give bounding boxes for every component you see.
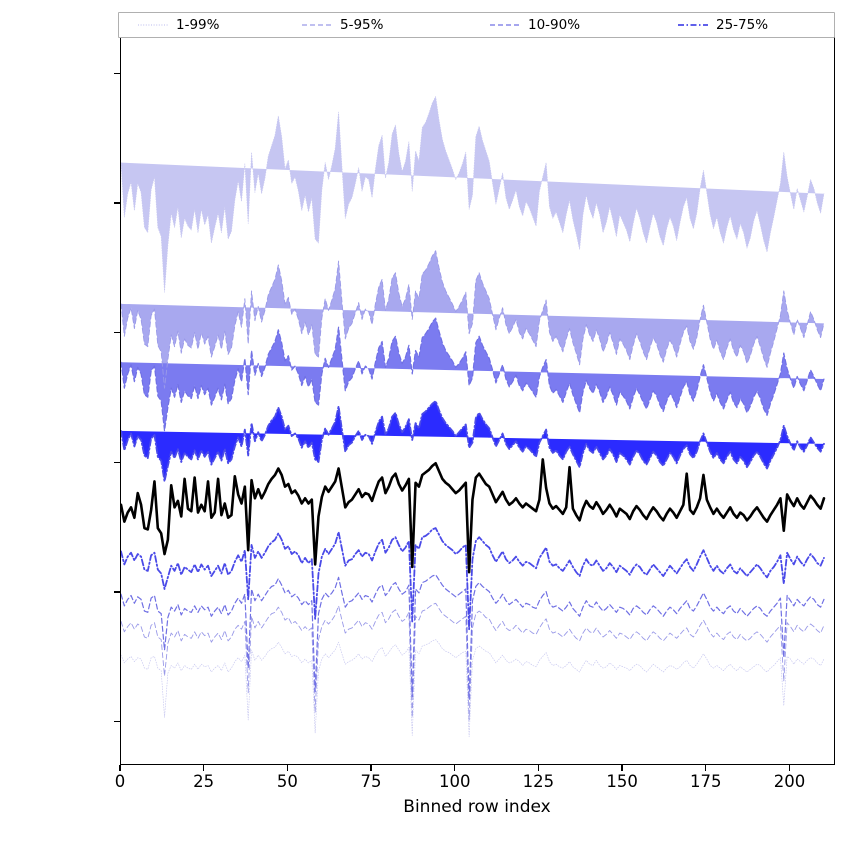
x-tick-mark: [537, 765, 540, 771]
median-line: [121, 458, 826, 574]
y-tick-mark: [114, 461, 120, 463]
legend-entry[interactable]: 1-99%: [137, 17, 219, 33]
plot-area: [120, 32, 835, 765]
y-tick-mark: [114, 332, 120, 334]
legend-entry[interactable]: 10-90%: [489, 17, 580, 33]
x-tick-mark: [286, 765, 289, 771]
x-tick-mark: [203, 765, 205, 771]
x-tick-mark: [370, 765, 372, 771]
legend: 1-99%5-95%10-90%25-75%Median: [118, 12, 835, 38]
edge-p75: [121, 400, 825, 483]
edge-p05: [121, 602, 825, 721]
edge-p25: [121, 527, 825, 631]
edge-p01: [121, 639, 825, 738]
x-tick-mark: [119, 765, 121, 771]
x-tick-label: 75: [360, 772, 382, 791]
x-tick-mark: [621, 765, 623, 771]
legend-label: 10-90%: [528, 17, 581, 33]
legend-label: 1-99%: [176, 17, 220, 33]
legend-line-icon: [138, 24, 168, 26]
x-tick-label: 125: [522, 772, 555, 791]
plot-svg: [121, 96, 826, 738]
x-tick-label: 25: [193, 772, 215, 791]
x-tick-label: 50: [276, 772, 298, 791]
edge-p10: [121, 574, 825, 700]
x-axis-label: Binned row index: [403, 797, 551, 817]
legend-label: 5-95%: [340, 17, 384, 33]
edge-p95: [121, 250, 825, 389]
x-tick-mark: [788, 765, 791, 771]
legend-entry[interactable]: 25-75%: [677, 17, 768, 33]
legend-label: 25-75%: [716, 17, 769, 33]
x-tick-label: 200: [773, 772, 806, 791]
y-tick-mark: [114, 591, 120, 593]
x-tick-label: 150: [606, 772, 638, 791]
x-tick-label: 175: [690, 772, 722, 791]
legend-line-icon: [302, 24, 332, 26]
x-tick-label: 100: [438, 772, 471, 791]
y-tick-mark: [114, 72, 120, 75]
edge-p90: [121, 317, 825, 432]
legend-entry[interactable]: 5-95%: [301, 17, 383, 33]
x-tick-label: 0: [114, 772, 126, 791]
legend-line-icon: [678, 24, 708, 26]
x-tick-mark: [454, 765, 456, 771]
y-tick-mark: [114, 202, 120, 204]
legend-line-icon: [490, 24, 520, 26]
y-tick-mark: [114, 720, 120, 723]
x-tick-mark: [705, 765, 707, 771]
edge-p99: [121, 96, 825, 293]
